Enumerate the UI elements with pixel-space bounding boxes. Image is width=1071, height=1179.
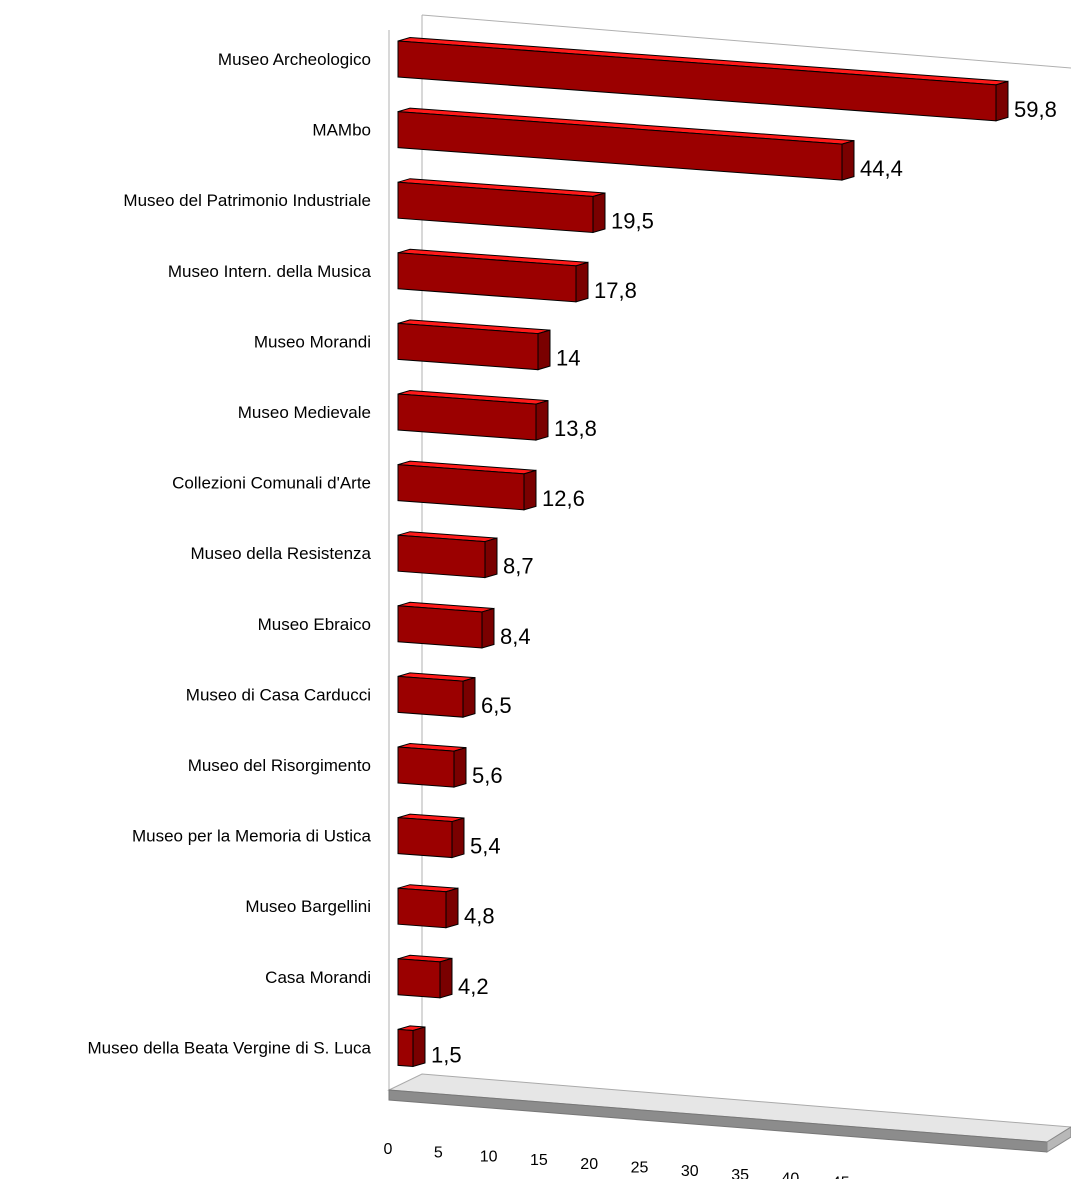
bar-series: [397, 36, 1009, 1068]
bar-front-face: [397, 605, 483, 649]
bar-11: [397, 742, 467, 788]
chart-floor: [387, 1073, 1071, 1153]
bar-10: [397, 672, 476, 718]
category-label: Collezioni Comunali d'Arte: [172, 474, 371, 493]
value-label: 8,7: [503, 554, 534, 579]
bar-12: [397, 813, 465, 859]
bar-front-face: [397, 40, 997, 122]
bar-side-face: [453, 746, 467, 788]
bar-front-face: [397, 675, 464, 718]
value-label: 12,6: [542, 486, 585, 511]
back-wall-top-edge: [421, 14, 1071, 69]
bar-side-face: [481, 607, 495, 649]
value-labels: 59,8 44,4 19,5 17,8 14 13,8 12,6 8,7 8,4 6,5 5,6 5,…: [431, 97, 1057, 1068]
value-label: 4,2: [458, 974, 489, 999]
bar-4: [397, 248, 589, 303]
x-tick-label: 10: [480, 1148, 498, 1165]
value-label: 14: [556, 346, 580, 371]
category-label: Museo Bargellini: [245, 897, 371, 916]
category-label: Museo Morandi: [254, 332, 371, 351]
bar-side-face: [995, 80, 1009, 122]
bar-13: [397, 884, 459, 929]
bar-side-face: [537, 329, 551, 371]
bar-front-face: [397, 746, 455, 788]
category-label: Museo di Casa Carducci: [186, 685, 371, 704]
category-label: Museo Intern. della Musica: [168, 262, 372, 281]
bar-side-face: [592, 192, 606, 234]
bar-side-face: [445, 887, 459, 929]
x-tick-label: 0: [384, 1141, 393, 1158]
bar-front-face: [397, 534, 486, 579]
bar-front-face: [397, 111, 843, 181]
bar-9: [397, 601, 495, 649]
bar-front-face: [397, 887, 447, 929]
bar-14: [397, 954, 453, 999]
value-label: 44,4: [860, 156, 903, 181]
value-label: 6,5: [481, 693, 512, 718]
category-label: Museo del Risorgimento: [188, 756, 371, 775]
category-label: Museo Ebraico: [258, 615, 371, 634]
bar-5: [397, 319, 551, 371]
category-label: Museo del Patrimonio Industriale: [123, 191, 371, 210]
bar-15: [397, 1025, 426, 1068]
bar-front-face: [397, 817, 453, 859]
bar-side-face: [535, 399, 549, 441]
value-label: 17,8: [594, 278, 637, 303]
value-label: 8,4: [500, 624, 531, 649]
bar-side-face: [412, 1026, 426, 1068]
value-label: 59,8: [1014, 97, 1057, 122]
bar-side-face: [451, 817, 465, 859]
bar-side-face: [523, 469, 537, 511]
bar-2: [397, 107, 855, 181]
bar-side-face: [575, 261, 589, 303]
category-label: Museo Archeologico: [218, 50, 371, 69]
x-axis-ticks: 05101520253035404550556065: [384, 1141, 900, 1179]
bar-6: [397, 389, 549, 441]
x-tick-label: 25: [631, 1160, 649, 1177]
floor-side-face: [1046, 1126, 1071, 1153]
bar-7: [397, 460, 537, 511]
bar-front-face: [397, 958, 441, 999]
x-tick-label: 35: [731, 1167, 749, 1179]
value-label: 5,4: [470, 834, 501, 859]
bar-side-face: [439, 957, 453, 999]
value-label: 1,5: [431, 1042, 462, 1067]
category-label: Museo della Resistenza: [191, 544, 372, 563]
value-label: 19,5: [611, 208, 654, 233]
bar-front-face: [397, 1028, 414, 1068]
category-label: Museo per la Memoria di Ustica: [132, 827, 372, 846]
bar-side-face: [841, 139, 855, 181]
value-label: 5,6: [472, 763, 503, 788]
bar-side-face: [484, 537, 498, 579]
x-tick-label: 40: [782, 1171, 800, 1179]
x-tick-label: 30: [681, 1163, 699, 1179]
category-label: MAMbo: [312, 121, 371, 140]
x-tick-label: 15: [530, 1152, 548, 1169]
bar-3: [397, 178, 606, 234]
value-label: 13,8: [554, 416, 597, 441]
category-label: Casa Morandi: [265, 968, 371, 987]
x-tick-label: 20: [580, 1156, 598, 1173]
bar-side-face: [462, 676, 476, 718]
category-labels: Museo Archeologico MAMbo Museo del Patrimo…: [87, 50, 371, 1057]
x-tick-label: 5: [434, 1145, 443, 1162]
bar-8: [397, 531, 498, 579]
value-label: 4,8: [464, 904, 495, 929]
x-tick-label: 45: [832, 1174, 850, 1179]
category-label: Museo della Beata Vergine di S. Luca: [87, 1038, 371, 1057]
bar-1: [397, 36, 1009, 122]
category-label: Museo Medievale: [238, 403, 371, 422]
